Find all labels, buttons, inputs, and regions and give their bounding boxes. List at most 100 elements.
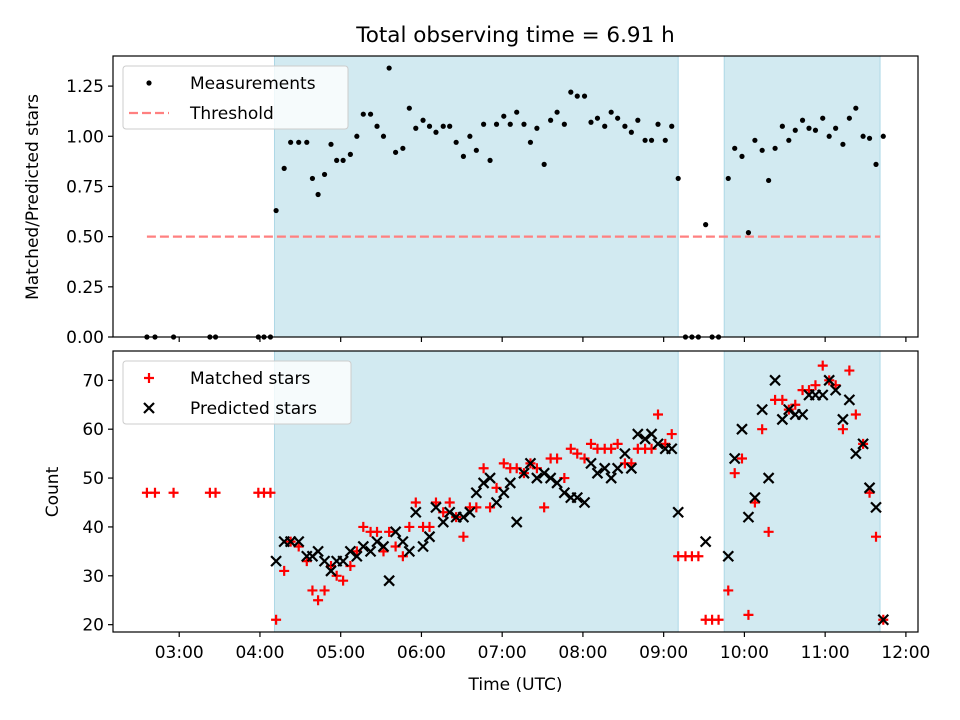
predicted-stars-point — [776, 413, 789, 426]
measurement-point — [588, 119, 594, 125]
measurement-point — [766, 177, 772, 184]
matched-stars-point — [210, 487, 221, 498]
measurement-point — [460, 153, 467, 159]
measurement-point — [273, 207, 279, 214]
predicted-stars-point — [410, 506, 422, 519]
measurement-point — [281, 165, 287, 171]
y-tick-label: 1.25 — [66, 77, 104, 97]
measurement-point — [739, 153, 745, 159]
matched-stars-point — [539, 502, 550, 513]
predicted-stars-point — [470, 486, 483, 499]
matched-stars-point — [397, 551, 408, 562]
measurement-point — [467, 133, 473, 139]
legend-box — [122, 65, 349, 130]
matched-stars-point — [471, 502, 482, 513]
measurement-point — [833, 125, 839, 131]
predicted-stars-point — [292, 535, 305, 548]
predicted-stars-point — [477, 477, 490, 489]
matched-stars-point — [777, 394, 788, 405]
predicted-stars-point — [325, 565, 337, 577]
x-tick-label: 11:00 — [801, 643, 850, 663]
matched-stars-point — [653, 409, 664, 420]
measurement-point — [745, 230, 752, 236]
predicted-stars-point — [371, 535, 383, 548]
matched-stars-point — [331, 570, 342, 581]
x-tick-label: 09:00 — [639, 643, 688, 663]
predicted-stars-point — [857, 438, 869, 450]
bottom-panel: 20 30 40 50 60 70 03:00 04:00 05:00 06:00 07:00 08:… — [82, 350, 930, 663]
predicted-stars-point — [672, 506, 684, 519]
predicted-stars-point — [736, 423, 748, 435]
measurement-point — [806, 125, 812, 131]
legend-marker — [144, 373, 154, 383]
measurement-point — [615, 115, 621, 121]
predicted-stars-point — [397, 535, 409, 548]
predicted-stars-point — [762, 472, 775, 484]
predicted-stars-point — [457, 511, 470, 523]
bottom-y-axis-label: Count — [43, 466, 63, 517]
legend-label: Predicted stars — [190, 399, 317, 419]
measurement-point — [548, 117, 554, 123]
predicted-stars-point — [756, 403, 768, 416]
measurement-point — [759, 147, 765, 153]
measurement-point — [527, 139, 534, 145]
predicted-stars-point — [364, 545, 377, 558]
predicted-stars-point — [625, 462, 638, 475]
measurement-point — [568, 89, 574, 95]
measurement-point — [669, 123, 675, 129]
matched-stars-point — [612, 438, 623, 449]
predicted-stars-point — [531, 472, 543, 484]
matched-stars-point — [372, 526, 383, 537]
predicted-stars-point — [389, 526, 402, 538]
predicted-stars-point — [585, 457, 597, 470]
measurement-point — [792, 127, 798, 133]
measurement-point — [487, 157, 493, 163]
predicted-stars-point — [837, 413, 849, 426]
measurement-point — [413, 125, 419, 131]
measurement-point — [406, 105, 412, 111]
predicted-stars-point — [783, 403, 795, 416]
matched-stars-point — [837, 424, 848, 435]
measurement-point — [354, 133, 360, 139]
matched-stars-point — [404, 521, 415, 532]
predicted-stars-point — [430, 501, 442, 514]
top-panel: 0.00 0.25 0.50 0.75 1.00 1.25 Measurements Thre… — [66, 55, 919, 348]
chart-title: Total observing time = 6.91 h — [355, 23, 675, 48]
measurement-point — [846, 115, 852, 121]
legend-label: Measurements — [190, 74, 316, 94]
predicted-stars-point — [605, 472, 617, 484]
top-y-axis-label: Matched/Predicted stars — [23, 94, 43, 300]
matched-stars-point — [265, 487, 276, 498]
predicted-stars-point — [518, 467, 530, 479]
measurement-point — [521, 121, 527, 127]
measurement-point — [820, 115, 826, 121]
measurement-point — [420, 117, 426, 123]
measurement-point — [581, 93, 588, 99]
predicted-stars-point — [619, 447, 631, 460]
predicted-stars-point — [377, 540, 390, 553]
measurement-point — [374, 123, 380, 129]
predicted-stars-point — [490, 496, 503, 509]
y-tick-label: 60 — [82, 420, 104, 440]
measurement-point — [752, 137, 758, 143]
measurement-point — [866, 135, 873, 141]
measurement-point — [703, 222, 709, 228]
predicted-stars-point — [464, 506, 476, 519]
matched-stars-point — [817, 360, 828, 371]
predicted-stars-point — [749, 491, 761, 504]
measurement-point — [799, 117, 806, 123]
y-tick-label: 30 — [82, 567, 104, 587]
measurement-point — [340, 157, 346, 163]
measurement-point — [642, 137, 648, 143]
predicted-stars-point — [843, 394, 856, 406]
measurement-point — [574, 93, 580, 99]
measurement-point — [772, 145, 778, 151]
x-tick-label: 10:00 — [720, 643, 769, 663]
measurement-point — [554, 109, 560, 115]
predicted-stars-point — [863, 482, 876, 494]
measurement-point — [392, 149, 399, 155]
measurement-point — [507, 121, 513, 127]
measurement-point — [840, 141, 846, 147]
predicted-stars-point — [524, 457, 537, 470]
y-tick-label: 50 — [82, 469, 104, 489]
